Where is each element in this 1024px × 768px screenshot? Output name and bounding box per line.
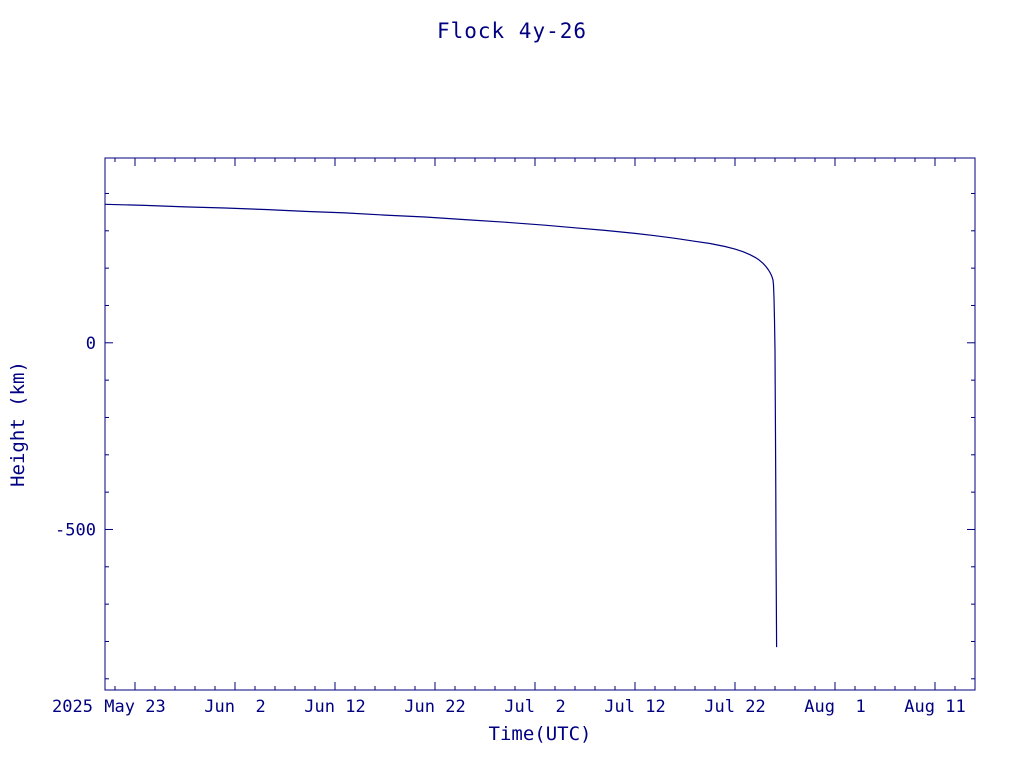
year-label: 2025: [52, 697, 93, 717]
x-tick-label: Jul 2: [504, 697, 565, 717]
x-tick-label: Jun 12: [304, 697, 365, 717]
x-tick-label: Jun 22: [404, 697, 465, 717]
x-tick-label: May 23: [104, 697, 165, 717]
y-tick-label: 0: [86, 334, 96, 354]
y-axis-label: Height (km): [7, 361, 29, 487]
x-axis-label: Time(UTC): [489, 723, 592, 745]
x-tick-label: Aug 1: [804, 697, 865, 717]
x-tick-label: Jun 2: [204, 697, 265, 717]
height-curve: [104, 203, 778, 648]
plot-area: May 23 Jun 2 Jun 12 Jun 22 Jul 2 Jul 12 Jul 22…: [55, 157, 976, 717]
x-tick-label: Jul 12: [604, 697, 665, 717]
y-tick-label: -500: [55, 520, 96, 540]
chart-title: Flock 4y-26: [437, 19, 587, 43]
x-tick-label: Jul 22: [704, 697, 765, 717]
x-tick-label: Aug 11: [904, 697, 965, 717]
plot-frame: [104, 157, 976, 691]
